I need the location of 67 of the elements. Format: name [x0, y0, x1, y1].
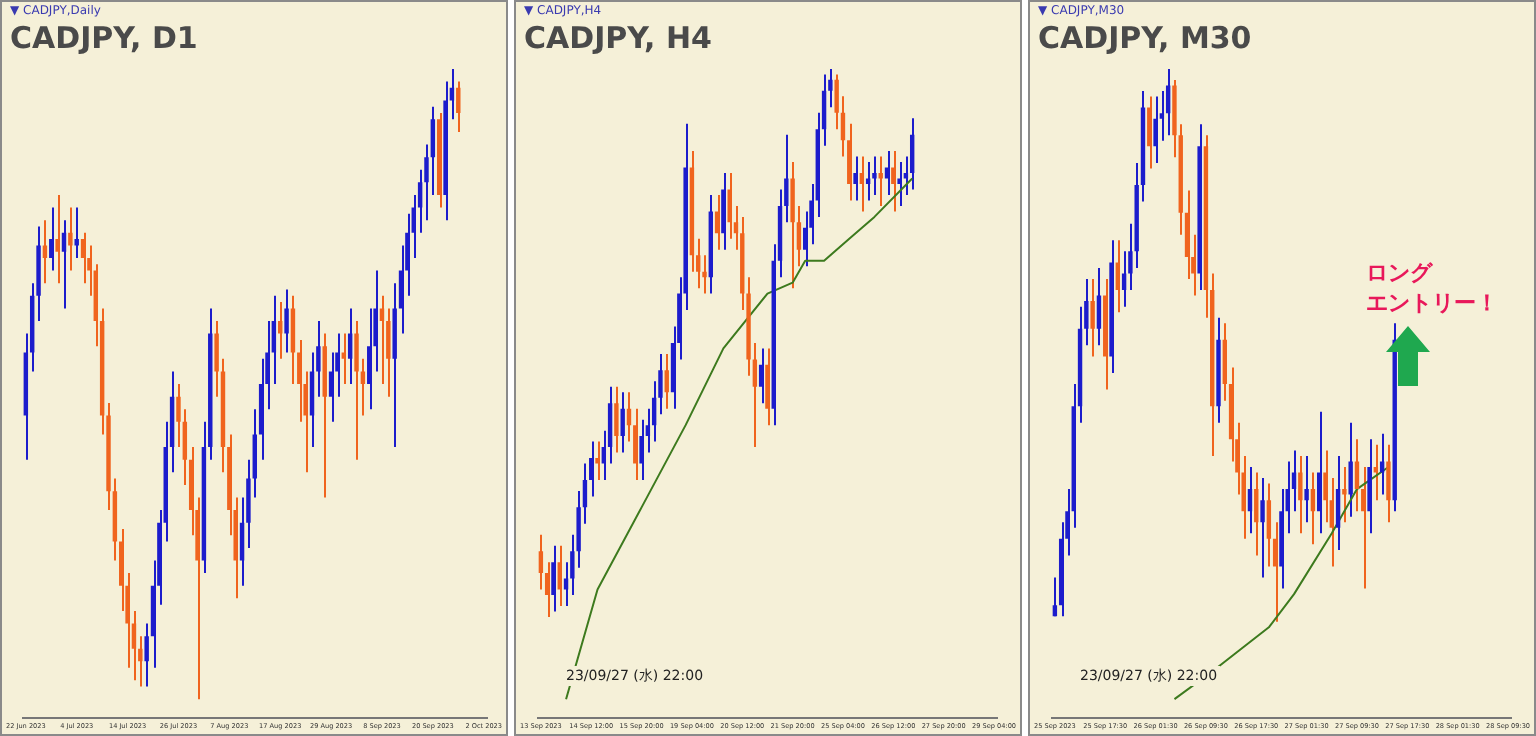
- candlestick: [1367, 438, 1372, 535]
- candlestick: [872, 155, 877, 196]
- candlestick: [1317, 410, 1322, 535]
- candlestick: [1254, 471, 1259, 557]
- candlestick: [68, 206, 73, 272]
- candlestick: [1247, 465, 1253, 535]
- candlestick: [1153, 95, 1158, 164]
- candlestick: [1348, 421, 1353, 518]
- candlestick: [1096, 266, 1102, 347]
- candlestick: [1165, 67, 1171, 137]
- candlestick: [538, 533, 544, 591]
- candlestick: [884, 150, 890, 196]
- candlestick: [1266, 482, 1272, 568]
- chart-title: CADJPY, H4: [524, 20, 712, 56]
- candlestick: [727, 172, 732, 240]
- candlestick: [878, 155, 883, 207]
- candlestick: [620, 391, 625, 454]
- candlestick: [891, 150, 896, 213]
- chart-title: CADJPY, M30: [1038, 20, 1252, 56]
- candlestick: [328, 351, 334, 423]
- candlestick: [42, 219, 48, 285]
- candlestick: [1298, 454, 1303, 535]
- annotation: ロング: [1366, 258, 1432, 288]
- candlestick: [853, 155, 858, 202]
- candlestick: [664, 352, 669, 410]
- candlestick: [1103, 278, 1108, 391]
- candlestick: [1379, 432, 1385, 496]
- annotation: エントリー！: [1366, 288, 1498, 318]
- candlestick: [456, 80, 461, 133]
- candlestick: [909, 117, 915, 191]
- candlestick: [1090, 278, 1095, 358]
- candlestick: [758, 347, 764, 405]
- candlestick: [379, 294, 385, 386]
- candlestick: [1304, 454, 1309, 524]
- candlestick: [551, 544, 556, 613]
- candlestick: [790, 161, 795, 290]
- candlestick: [1115, 239, 1121, 314]
- candlestick: [80, 231, 86, 285]
- candlestick: [1310, 471, 1316, 546]
- candlestick: [61, 219, 67, 310]
- candlestick: [436, 112, 442, 209]
- candlestick: [1121, 250, 1127, 308]
- candlestick: [55, 193, 60, 285]
- candlestick: [277, 301, 283, 360]
- candlestick: [1386, 443, 1391, 524]
- candlestick: [714, 193, 720, 251]
- candlestick: [859, 155, 865, 213]
- candlestick: [49, 206, 54, 272]
- candlestick: [1335, 454, 1341, 551]
- candlestick: [639, 418, 644, 481]
- candlestick: [354, 320, 359, 461]
- candlestick: [1354, 438, 1360, 513]
- candlestick: [721, 172, 726, 251]
- candlestick: [284, 288, 289, 354]
- candlestick: [1260, 477, 1265, 579]
- candlestick: [765, 347, 770, 427]
- candlestick: [309, 351, 315, 449]
- candlestick: [367, 307, 372, 411]
- candlestick: [614, 385, 619, 454]
- candlestick: [557, 544, 562, 607]
- candlestick: [1342, 465, 1347, 524]
- candlestick: [290, 294, 296, 386]
- candlestick: [897, 161, 902, 207]
- candlestick: [1323, 449, 1328, 524]
- chart-title: CADJPY, D1: [10, 20, 198, 56]
- candlestick: [74, 206, 79, 259]
- candlestick: [595, 440, 600, 481]
